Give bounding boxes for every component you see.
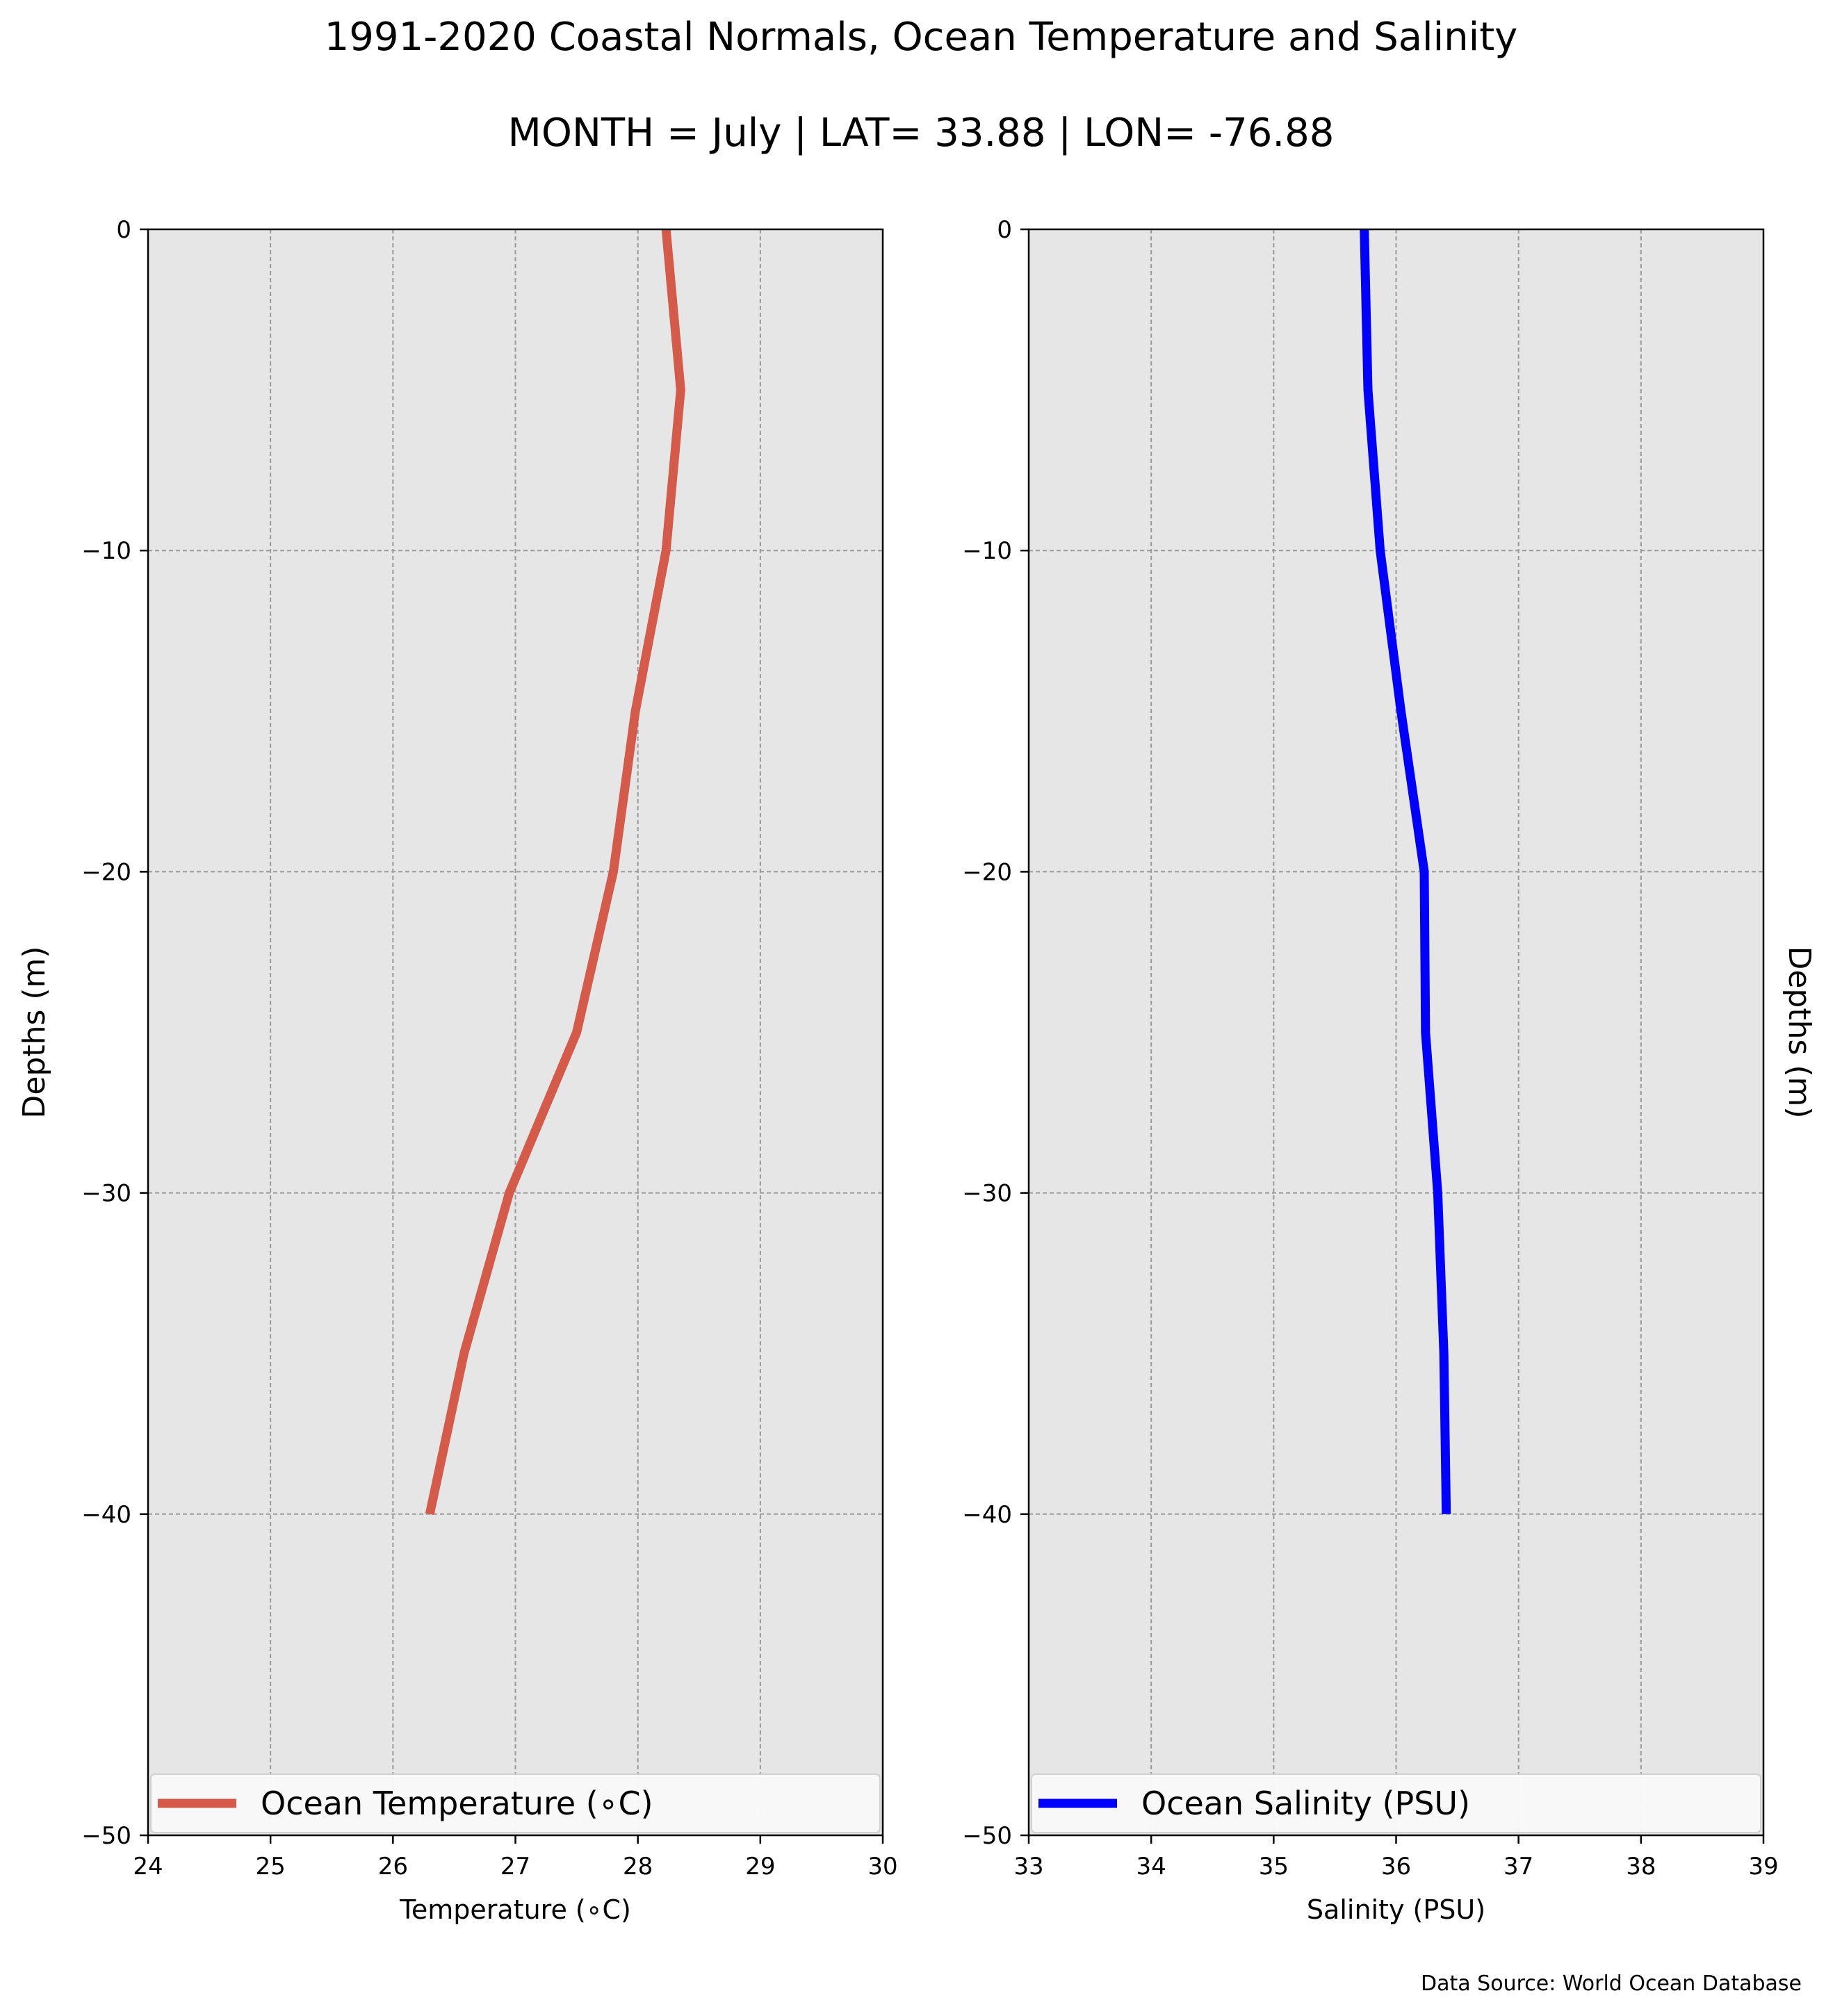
x-tick-label: 26	[378, 1853, 408, 1880]
y-tick-label: −40	[81, 1501, 131, 1529]
series-line	[1360, 229, 1451, 1514]
y-tick-label: 0	[116, 216, 131, 244]
legend: Ocean Temperature (∘C)	[150, 1773, 881, 1833]
y-tick-label: −30	[81, 1180, 131, 1208]
y-tick-label: −20	[962, 858, 1012, 886]
x-tick-label: 25	[256, 1853, 286, 1880]
figure-title: 1991-2020 Coastal Normals, Ocean Tempera…	[325, 15, 1518, 60]
legend-label: Ocean Salinity (PSU)	[1141, 1785, 1470, 1822]
legend-box	[150, 1773, 881, 1833]
series-line	[425, 229, 685, 1516]
temperature-panel: 24 25 26 27 28 29 30 0 −10 −20 −30 −40 −50 Temperatur…	[17, 216, 898, 1925]
x-tick-label: 28	[623, 1853, 653, 1880]
salinity-panel: 33 34 35 36 37 38 39 0 −10 −20 −30 −40 −50 Salinity (…	[962, 216, 1817, 1925]
legend-box	[1031, 1773, 1761, 1833]
y-tick-label: −20	[81, 858, 131, 886]
y-tick-label: 0	[997, 216, 1012, 244]
x-tick-label: 35	[1259, 1853, 1289, 1880]
x-tick-label: 27	[500, 1853, 530, 1880]
x-tick-label: 37	[1503, 1853, 1533, 1880]
figure-subtitle: MONTH = July | LAT= 33.88 | LON= -76.88	[508, 110, 1335, 156]
y-tick-label: −30	[962, 1180, 1012, 1208]
x-axis-label: Salinity (PSU)	[1307, 1894, 1485, 1925]
legend: Ocean Salinity (PSU)	[1031, 1773, 1761, 1833]
x-tick-label: 30	[867, 1853, 897, 1880]
x-tick-label: 36	[1381, 1853, 1411, 1880]
x-tick-label: 29	[745, 1853, 775, 1880]
y-tick-label: −10	[81, 537, 131, 565]
x-tick-label: 39	[1748, 1853, 1778, 1880]
y-tick-label: −50	[81, 1822, 131, 1850]
x-tick-label: 34	[1136, 1853, 1166, 1880]
y-axis-label: Depths (m)	[1782, 946, 1817, 1118]
data-source-note: Data Source: World Ocean Database	[1421, 1972, 1802, 1996]
y-tick-label: −50	[962, 1822, 1012, 1850]
x-tick-label: 33	[1013, 1853, 1043, 1880]
y-axis-label: Depths (m)	[17, 946, 52, 1118]
x-tick-label: 24	[133, 1853, 163, 1880]
x-tick-label: 38	[1626, 1853, 1656, 1880]
y-tick-label: −40	[962, 1501, 1012, 1529]
legend-label: Ocean Temperature (∘C)	[261, 1785, 653, 1822]
x-axis-label: Temperature (∘C)	[399, 1894, 631, 1925]
y-tick-label: −10	[962, 537, 1012, 565]
